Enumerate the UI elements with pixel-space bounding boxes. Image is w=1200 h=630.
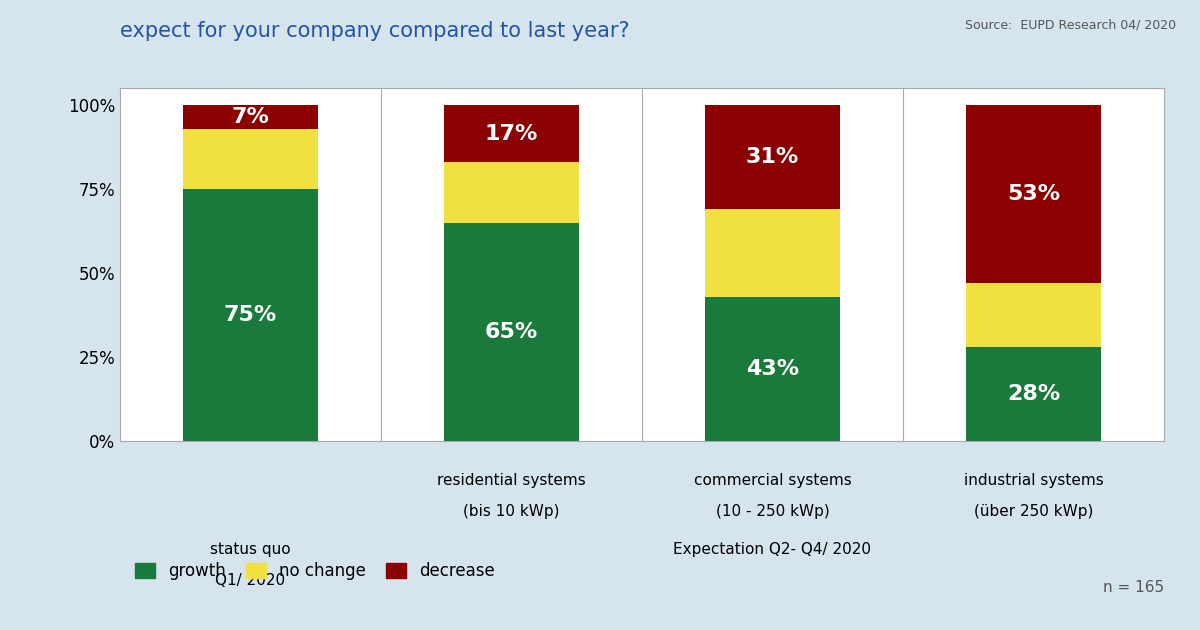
- Text: 75%: 75%: [224, 305, 277, 325]
- Text: 43%: 43%: [746, 358, 799, 379]
- Bar: [704, 297, 840, 441]
- Bar: [966, 283, 1102, 347]
- Bar: [444, 222, 580, 441]
- Bar: [444, 162, 580, 222]
- Text: (bis 10 kWp): (bis 10 kWp): [463, 504, 559, 519]
- Text: 53%: 53%: [1007, 184, 1060, 204]
- Text: (10 - 250 kWp): (10 - 250 kWp): [715, 504, 829, 519]
- Text: 31%: 31%: [746, 147, 799, 167]
- Text: n = 165: n = 165: [1103, 580, 1164, 595]
- Bar: [182, 129, 318, 189]
- Text: Expectation Q2- Q4/ 2020: Expectation Q2- Q4/ 2020: [673, 542, 871, 557]
- Text: Source:  EUPD Research 04/ 2020: Source: EUPD Research 04/ 2020: [965, 19, 1176, 32]
- Text: industrial systems: industrial systems: [964, 472, 1103, 488]
- Text: 28%: 28%: [1007, 384, 1060, 404]
- Text: commercial systems: commercial systems: [694, 472, 851, 488]
- Text: (über 250 kWp): (über 250 kWp): [974, 504, 1093, 519]
- Text: 7%: 7%: [232, 106, 270, 127]
- Text: residential systems: residential systems: [437, 472, 586, 488]
- Text: Q1/ 2020: Q1/ 2020: [216, 573, 286, 588]
- Bar: [966, 105, 1102, 283]
- Bar: [182, 105, 318, 129]
- Bar: [704, 105, 840, 209]
- Text: expect for your company compared to last year?: expect for your company compared to last…: [120, 21, 630, 41]
- Text: 17%: 17%: [485, 123, 538, 144]
- Legend: growth, no change, decrease: growth, no change, decrease: [128, 556, 502, 587]
- Text: 65%: 65%: [485, 322, 538, 342]
- Bar: [966, 347, 1102, 441]
- Text: status quo: status quo: [210, 542, 290, 557]
- Bar: [444, 105, 580, 162]
- Bar: [704, 209, 840, 297]
- Bar: [182, 189, 318, 441]
